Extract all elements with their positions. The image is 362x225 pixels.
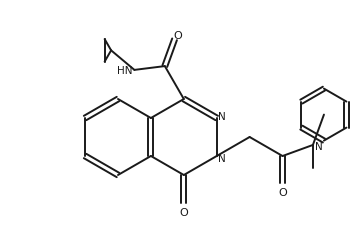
Text: N: N — [315, 141, 323, 151]
Text: HN: HN — [117, 66, 132, 76]
Text: O: O — [173, 31, 182, 41]
Text: O: O — [278, 187, 287, 197]
Text: N: N — [218, 153, 226, 163]
Text: O: O — [180, 207, 188, 217]
Text: N: N — [218, 112, 226, 122]
